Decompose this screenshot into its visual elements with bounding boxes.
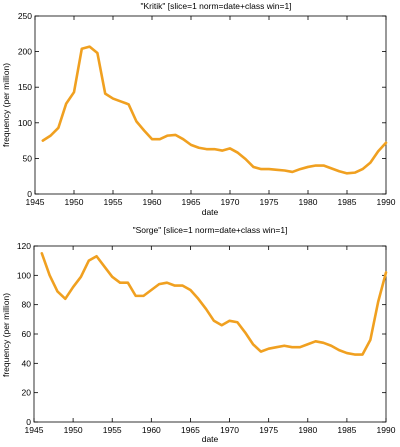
chart-title: "Sorge" [slice=1 norm=date+class win=1] [133,225,288,235]
series-line [40,252,388,356]
x-tick-label: 1955 [103,425,122,435]
x-tick-label: 1965 [182,197,201,207]
x-tick-label: 1975 [260,197,279,207]
x-tick-label: 1950 [64,425,83,435]
y-tick-label: 80 [22,300,32,310]
x-tick-label: 1985 [338,197,357,207]
y-tick-label: 20 [22,388,32,398]
x-tick-label: 1970 [221,197,240,207]
y-tick-label: 250 [18,11,32,21]
y-tick-label: 40 [22,358,32,368]
y-tick-label: 120 [17,241,31,251]
x-tick-label: 1980 [298,425,317,435]
chart-kritik: "Kritik" [slice=1 norm=date+class win=1]… [1,1,396,217]
y-axis: 0 50 100 150 200 250 [18,11,386,199]
y-tick-label: 100 [17,270,31,280]
x-axis: 1945 1950 1955 1960 1965 1970 1975 1980 1985 1990 [25,246,396,435]
x-tick-label: 1990 [377,197,396,207]
x-tick-label: 1985 [337,425,356,435]
plot-area [40,252,388,356]
y-axis-label: frequency (per million) [1,63,11,147]
y-axis: 0 20 40 60 80 100 120 [17,241,386,427]
y-tick-label: 60 [22,329,32,339]
x-tick-label: 1960 [143,197,162,207]
x-axis: 1945 1950 1955 1960 1965 1970 1975 1980 1985 1990 [26,16,396,207]
x-tick-label: 1975 [259,425,278,435]
x-axis-label: date [202,207,219,217]
chart-title: "Kritik" [slice=1 norm=date+class win=1] [140,1,291,11]
x-tick-label: 1965 [181,425,200,435]
x-tick-label: 1980 [299,197,318,207]
plot-frame [33,245,387,423]
y-tick-label: 0 [26,417,31,427]
y-tick-label: 0 [27,189,32,199]
y-axis-label: frequency (per million) [1,293,11,377]
plot-area [41,45,388,175]
chart-sorge: "Sorge" [slice=1 norm=date+class win=1] … [1,225,396,444]
y-tick-label: 150 [18,82,32,92]
x-tick-label: 1945 [25,425,44,435]
x-axis-label: date [202,434,219,444]
y-tick-label: 200 [18,47,32,57]
series-line [41,45,388,175]
y-tick-label: 50 [23,153,33,163]
x-tick-label: 1990 [377,425,396,435]
x-tick-label: 1960 [142,425,161,435]
x-tick-label: 1955 [104,197,123,207]
x-tick-label: 1970 [220,425,239,435]
x-tick-label: 1950 [65,197,84,207]
y-tick-label: 100 [18,118,32,128]
plot-frame [34,15,387,195]
x-tick-label: 1945 [26,197,45,207]
